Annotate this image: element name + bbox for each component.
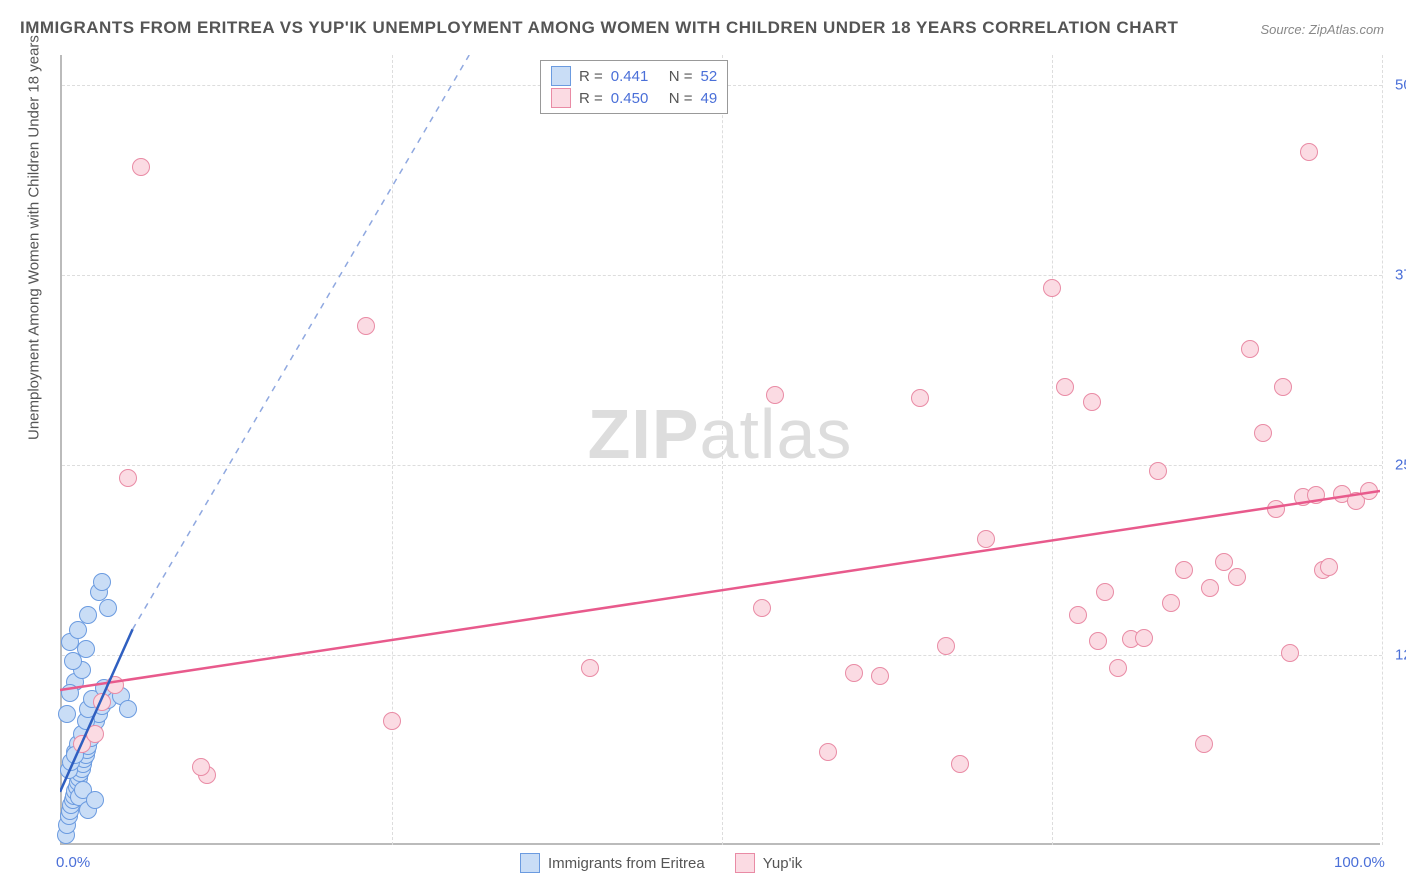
legend-item-yupik: Yup'ik <box>735 853 803 873</box>
legend-series: Immigrants from Eritrea Yup'ik <box>520 853 802 873</box>
legend-label-yupik: Yup'ik <box>763 855 803 872</box>
y-axis-title: Unemployment Among Women with Children U… <box>26 35 43 440</box>
chart-area: 12.5%25.0%37.5%50.0%0.0%100.0% ZIPatlas … <box>60 55 1380 845</box>
legend-label-eritrea: Immigrants from Eritrea <box>548 855 705 872</box>
x-tick-label: 0.0% <box>56 854 90 871</box>
source-label: Source: ZipAtlas.com <box>1260 22 1384 37</box>
y-tick-label: 50.0% <box>1385 77 1406 94</box>
chart-title: IMMIGRANTS FROM ERITREA VS YUP'IK UNEMPL… <box>20 18 1178 38</box>
y-tick-label: 25.0% <box>1385 457 1406 474</box>
y-tick-label: 12.5% <box>1385 647 1406 664</box>
swatch-yupik-icon <box>735 853 755 873</box>
trend-lines <box>60 55 1380 845</box>
swatch-eritrea-icon <box>520 853 540 873</box>
x-tick-label: 100.0% <box>1334 854 1385 871</box>
legend-item-eritrea: Immigrants from Eritrea <box>520 853 705 873</box>
gridline-v <box>1382 55 1383 845</box>
y-tick-label: 37.5% <box>1385 267 1406 284</box>
